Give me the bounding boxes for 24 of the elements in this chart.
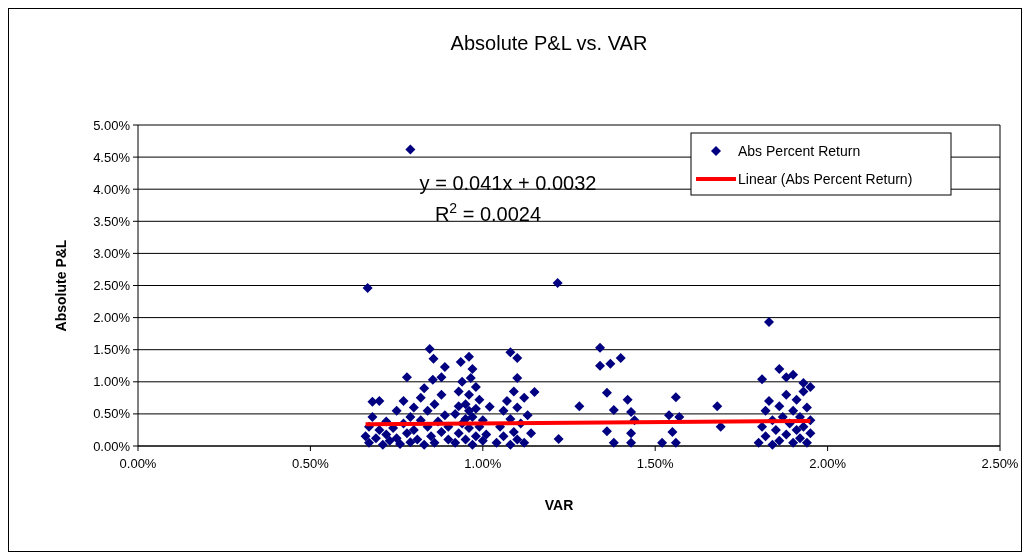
y-tick-label: 5.00% <box>93 117 131 133</box>
y-tick-label: 3.00% <box>93 245 131 261</box>
x-tick-label: 1.50% <box>636 456 675 471</box>
x-tick-label: 2.50% <box>981 456 1019 471</box>
y-tick-label: 4.00% <box>93 181 131 197</box>
x-tick-label: 0.50% <box>291 456 330 471</box>
legend-label: Abs Percent Return <box>738 143 861 159</box>
x-tick-label: 0.00% <box>119 456 157 471</box>
x-tick-label: 1.00% <box>464 456 502 471</box>
annotation: y = 0.041x + 0.0032 <box>419 172 597 194</box>
annotation: R$^{2}$ = 0.0024 <box>434 200 542 225</box>
chart-title: Absolute P&L vs. VAR <box>450 32 648 54</box>
y-tick-label: 2.50% <box>93 278 131 293</box>
y-axis-title: Absolute P&L <box>53 239 69 332</box>
y-tick-label: 2.00% <box>93 310 131 326</box>
x-axis-title: VAR <box>544 497 574 513</box>
y-tick-label: 1.00% <box>93 374 131 390</box>
legend-label: Linear (Abs Percent Return) <box>738 171 913 187</box>
y-tick-label: 0.50% <box>93 406 131 422</box>
y-tick-label: 1.50% <box>93 342 131 358</box>
y-tick-label: 4.50% <box>93 149 131 165</box>
y-tick-label: 3.50% <box>93 213 131 229</box>
y-tick-label: 0.00% <box>93 438 131 454</box>
x-tick-label: 2.00% <box>809 456 847 471</box>
